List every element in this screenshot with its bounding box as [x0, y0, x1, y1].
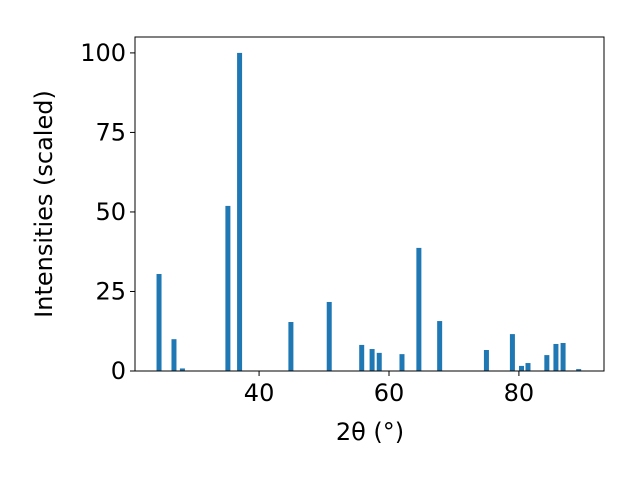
y-tick-label: 0: [111, 357, 126, 385]
y-tick-label: 25: [95, 277, 126, 305]
bar: [553, 343, 559, 371]
bar: [179, 368, 185, 371]
bar: [288, 322, 294, 371]
x-tick-label: 80: [504, 379, 535, 407]
bar: [225, 205, 231, 371]
bar: [560, 343, 566, 371]
bar: [326, 301, 332, 371]
plot-frame: [134, 36, 605, 372]
y-axis-label: Intensities (scaled): [30, 90, 58, 318]
bar: [519, 365, 525, 371]
y-tick-label: 100: [80, 39, 126, 67]
bar: [544, 355, 550, 371]
bar: [483, 350, 489, 371]
x-tick-label: 40: [244, 379, 275, 407]
bar: [437, 321, 443, 371]
bar: [237, 52, 243, 372]
bar: [359, 344, 365, 371]
bar: [576, 369, 582, 371]
bar: [369, 349, 375, 371]
bar: [509, 334, 515, 371]
bar: [399, 354, 405, 371]
y-tick-label: 50: [95, 198, 126, 226]
x-tick-label: 60: [374, 379, 405, 407]
bar: [525, 363, 531, 371]
bar: [156, 273, 162, 371]
bar: [416, 247, 422, 371]
y-tick-label: 75: [95, 118, 126, 146]
bar: [376, 352, 382, 371]
x-axis-label: 2θ (°): [336, 418, 404, 446]
bar: [171, 339, 177, 371]
